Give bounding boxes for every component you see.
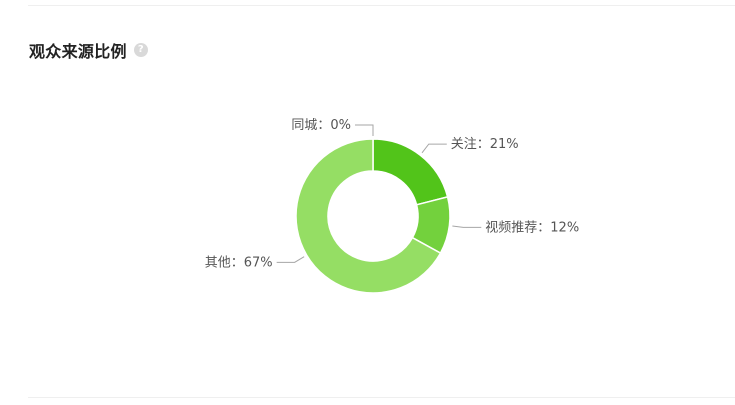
slice-label-1: 视频推荐：12% — [485, 220, 579, 235]
slice-label-0: 关注：21% — [451, 137, 519, 152]
section-title: 观众来源比例 — [29, 42, 127, 61]
question-circle-icon[interactable]: ? — [133, 43, 148, 57]
top-divider — [28, 5, 735, 6]
donut-slice-0[interactable] — [372, 138, 449, 206]
section-header: 观众来源比例 ? — [29, 38, 148, 62]
leader-line-3 — [355, 124, 374, 136]
slice-label-3: 同城：0% — [291, 118, 351, 133]
leader-line-0 — [421, 143, 447, 154]
slice-label-2: 其他：67% — [205, 255, 273, 270]
donut-slice-2[interactable] — [295, 138, 442, 294]
bottom-divider — [28, 397, 735, 398]
leader-line-1 — [452, 225, 482, 228]
leader-line-2 — [276, 256, 305, 263]
